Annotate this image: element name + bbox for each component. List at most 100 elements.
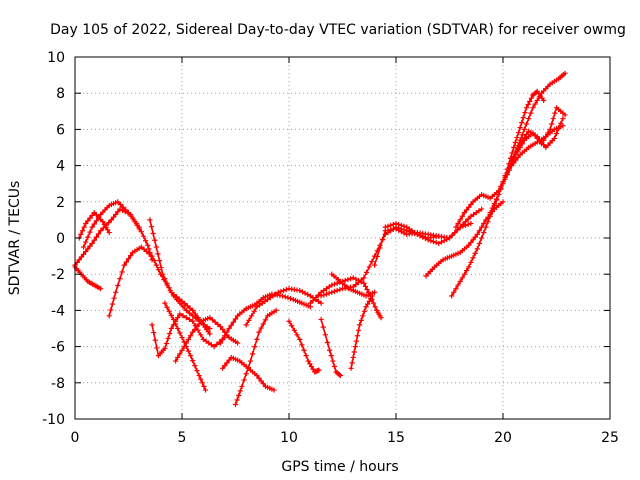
- data-point: [289, 323, 295, 329]
- data-point: [279, 293, 286, 299]
- data-point: [446, 235, 453, 241]
- data-point: [110, 214, 117, 220]
- data-point: [152, 237, 158, 243]
- data-point: [502, 174, 508, 180]
- series-arc-21: [382, 206, 485, 247]
- data-point: [350, 275, 356, 281]
- series-arc-13: [243, 286, 324, 328]
- data-point: [184, 303, 190, 309]
- data-point: [203, 338, 209, 344]
- data-point: [350, 284, 356, 290]
- data-point: [232, 401, 239, 408]
- data-point: [149, 253, 155, 259]
- data-point: [323, 291, 330, 297]
- data-point: [117, 206, 123, 212]
- data-point: [198, 332, 204, 338]
- data-point: [552, 110, 558, 116]
- data-point: [334, 287, 340, 294]
- data-point: [87, 215, 93, 221]
- y-axis-label: SDTVAR / TECUs: [7, 181, 23, 296]
- y-tick-label: -10: [42, 412, 65, 428]
- data-point: [461, 210, 468, 216]
- data-point: [282, 294, 288, 300]
- data-point: [83, 248, 89, 255]
- data-point: [350, 354, 356, 361]
- y-tick-label: 4: [56, 159, 65, 175]
- data-point: [451, 289, 457, 295]
- data-point: [186, 310, 193, 316]
- data-point: [459, 275, 465, 281]
- data-point: [452, 229, 458, 236]
- series-layer: [72, 70, 568, 408]
- data-point: [357, 322, 363, 328]
- data-point: [175, 325, 181, 332]
- data-point: [363, 304, 369, 310]
- x-tick-labels: 0 5 10 15 20 25: [71, 430, 619, 446]
- data-point: [511, 154, 517, 161]
- data-point: [528, 95, 534, 101]
- data-point: [489, 205, 495, 211]
- data-point: [136, 224, 142, 230]
- data-point: [412, 229, 418, 236]
- data-point: [369, 258, 375, 265]
- data-point: [194, 367, 200, 374]
- data-point: [454, 227, 461, 233]
- data-point: [532, 101, 538, 107]
- data-point: [245, 364, 251, 371]
- data-point: [278, 288, 284, 294]
- data-point: [470, 255, 476, 261]
- data-point: [125, 256, 132, 262]
- data-point: [168, 312, 174, 318]
- data-point: [331, 281, 338, 287]
- data-point: [106, 313, 112, 319]
- data-point: [171, 291, 177, 298]
- data-point: [487, 210, 493, 216]
- data-point: [162, 276, 168, 282]
- data-point: [168, 289, 174, 295]
- data-point: [299, 342, 305, 348]
- data-point: [316, 367, 322, 373]
- data-point: [158, 264, 164, 271]
- grid: [75, 57, 610, 419]
- data-point: [174, 294, 180, 300]
- data-point: [327, 347, 333, 353]
- data-point: [468, 213, 474, 219]
- data-point: [519, 138, 525, 144]
- data-point: [202, 387, 209, 393]
- data-point: [192, 326, 198, 333]
- data-point: [468, 220, 474, 227]
- data-point: [138, 229, 144, 235]
- data-point: [98, 286, 104, 292]
- data-point: [481, 220, 487, 227]
- data-point: [336, 372, 342, 378]
- data-point: [183, 307, 189, 313]
- data-point: [83, 239, 89, 245]
- data-point: [507, 155, 514, 161]
- data-point: [302, 290, 308, 296]
- data-point: [517, 124, 523, 131]
- y-tick-label: -8: [51, 376, 65, 392]
- data-point: [154, 345, 160, 351]
- data-point: [329, 289, 335, 295]
- data-point: [217, 324, 224, 330]
- data-point: [209, 317, 216, 323]
- data-point: [214, 341, 220, 347]
- data-point: [85, 218, 91, 224]
- data-point: [453, 286, 459, 292]
- data-point: [313, 295, 319, 301]
- data-point: [562, 70, 568, 76]
- data-point: [530, 105, 536, 111]
- data-point: [270, 293, 276, 299]
- data-point: [222, 363, 228, 369]
- data-point: [206, 340, 212, 346]
- data-point: [172, 321, 179, 327]
- series-arc-15: [318, 316, 343, 379]
- series-arc-6: [147, 217, 213, 337]
- data-point: [330, 358, 336, 364]
- data-point: [105, 227, 111, 233]
- data-point: [468, 259, 474, 266]
- data-point: [103, 224, 109, 230]
- data-point: [368, 296, 374, 302]
- data-point: [519, 120, 525, 126]
- data-point: [207, 331, 213, 337]
